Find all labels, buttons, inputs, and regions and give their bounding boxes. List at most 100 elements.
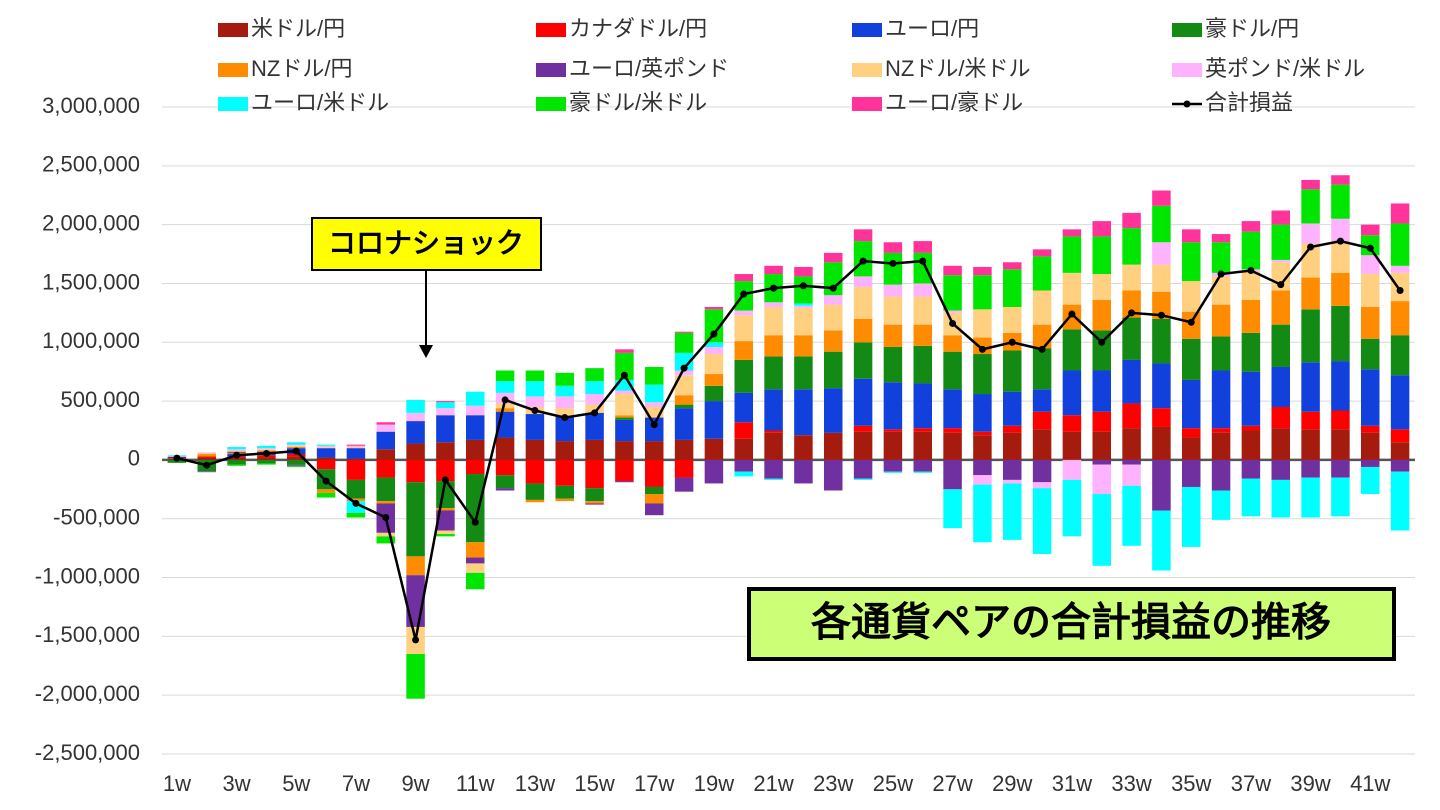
bar-segment (794, 276, 813, 304)
bar-segment (555, 372, 574, 386)
legend-swatch (1172, 23, 1202, 37)
y-tick-label: 1,500,000 (42, 269, 140, 294)
title-box (747, 587, 1396, 661)
bar-segment (346, 445, 366, 447)
legend: 米ドル/円 カナダドル/円 ユーロ/円 豪ドル/円 NZドル/円 ユーロ/英ポンド NZドル… (218, 16, 1365, 115)
bar-segment (764, 335, 783, 357)
x-tick-label: 27w (932, 771, 972, 796)
bar-segment (406, 654, 425, 699)
bar-segment (794, 266, 813, 277)
bar-segment (883, 431, 903, 460)
x-tick-label: 25w (873, 771, 913, 796)
bar-segment (1390, 223, 1410, 266)
x-tick-label: 15w (574, 771, 614, 796)
bar-segment (585, 394, 604, 405)
bar-segment (1211, 459, 1231, 491)
bar-segment (197, 457, 216, 460)
bar-segment (436, 508, 455, 511)
bar-segment (406, 412, 425, 422)
legend-label: NZドル/米ドル (885, 56, 1030, 81)
bar-segment (1182, 229, 1201, 243)
bar-segment (406, 556, 425, 576)
bar-segment (1241, 271, 1261, 300)
bar-segment (1032, 482, 1052, 489)
bar-segment (824, 388, 843, 433)
bar-segment (346, 446, 366, 449)
bar-segment (1062, 272, 1082, 305)
bar-segment (1122, 359, 1141, 404)
bar-segment (346, 448, 366, 459)
bar-segment (525, 499, 545, 503)
bar-segment (1331, 305, 1350, 362)
bar-segment (436, 408, 455, 416)
bar-segment (973, 394, 992, 432)
total-line (173, 237, 1404, 644)
bar-segment (287, 446, 306, 449)
bar-segment (555, 396, 574, 409)
bar-segment (525, 381, 545, 397)
bar-segment (1092, 299, 1111, 331)
bar-segment (704, 309, 724, 343)
bar-segment (1211, 242, 1231, 273)
line-point (1098, 338, 1106, 346)
bar-segment (824, 459, 843, 491)
y-tick-label: 0 (128, 446, 140, 471)
line-point (1366, 244, 1374, 252)
bar-segment (615, 394, 634, 416)
bar-segment (645, 366, 664, 385)
bar-segment (764, 306, 783, 336)
bar-segment (1032, 411, 1052, 430)
bar-segment (704, 346, 724, 355)
bar-segment (943, 351, 962, 390)
line-point (1277, 281, 1285, 289)
bar-segment (1122, 485, 1141, 546)
bar-segment (883, 284, 903, 297)
bar-segment (495, 370, 515, 382)
bar-segment (943, 428, 962, 433)
bar-segment (674, 395, 694, 405)
bar-segment (495, 381, 515, 393)
line-point (919, 257, 927, 265)
bar-segment (316, 445, 336, 447)
bar-segment (585, 381, 604, 395)
line-point (1008, 338, 1016, 346)
bar-segment (1331, 184, 1350, 219)
bar-segment (794, 459, 813, 484)
bar-segment (525, 439, 545, 460)
bar-segment (615, 349, 634, 353)
x-tick-label: 13w (515, 771, 555, 796)
bar-segment (973, 431, 992, 436)
x-tick-label: 31w (1052, 771, 1092, 796)
bar-segment (257, 449, 276, 451)
bar-segment (227, 449, 246, 451)
bar-segment (316, 459, 336, 470)
bar-segment (316, 489, 336, 493)
bar-segment (585, 404, 604, 413)
bar-segment (406, 443, 425, 460)
bar-segment (764, 430, 783, 433)
line-point (412, 636, 420, 644)
bar-segment (1182, 379, 1201, 429)
bar-segment (1122, 459, 1141, 465)
bar-segment (1152, 510, 1171, 571)
bar-segment (376, 449, 395, 460)
legend-swatch (852, 97, 882, 111)
bar-segment (1241, 221, 1261, 232)
bar-segment (1092, 274, 1111, 300)
legend-label: ユーロ/米ドル (251, 90, 389, 115)
bar-segment (913, 459, 932, 472)
bar-segment (495, 437, 515, 460)
bar-segment (1271, 259, 1290, 263)
bar-segment (525, 396, 545, 407)
bar-segment (674, 375, 694, 396)
bar-segment (466, 474, 485, 543)
grid (162, 106, 1415, 755)
bar-segment (1152, 264, 1171, 292)
bar-segment (346, 501, 366, 513)
bar-segment (197, 452, 216, 453)
bar-segment (824, 432, 843, 460)
x-tick-label: 17w (634, 771, 674, 796)
bar-segment (495, 459, 515, 476)
bar-segment (1003, 262, 1022, 270)
bar-segment (1182, 428, 1201, 438)
